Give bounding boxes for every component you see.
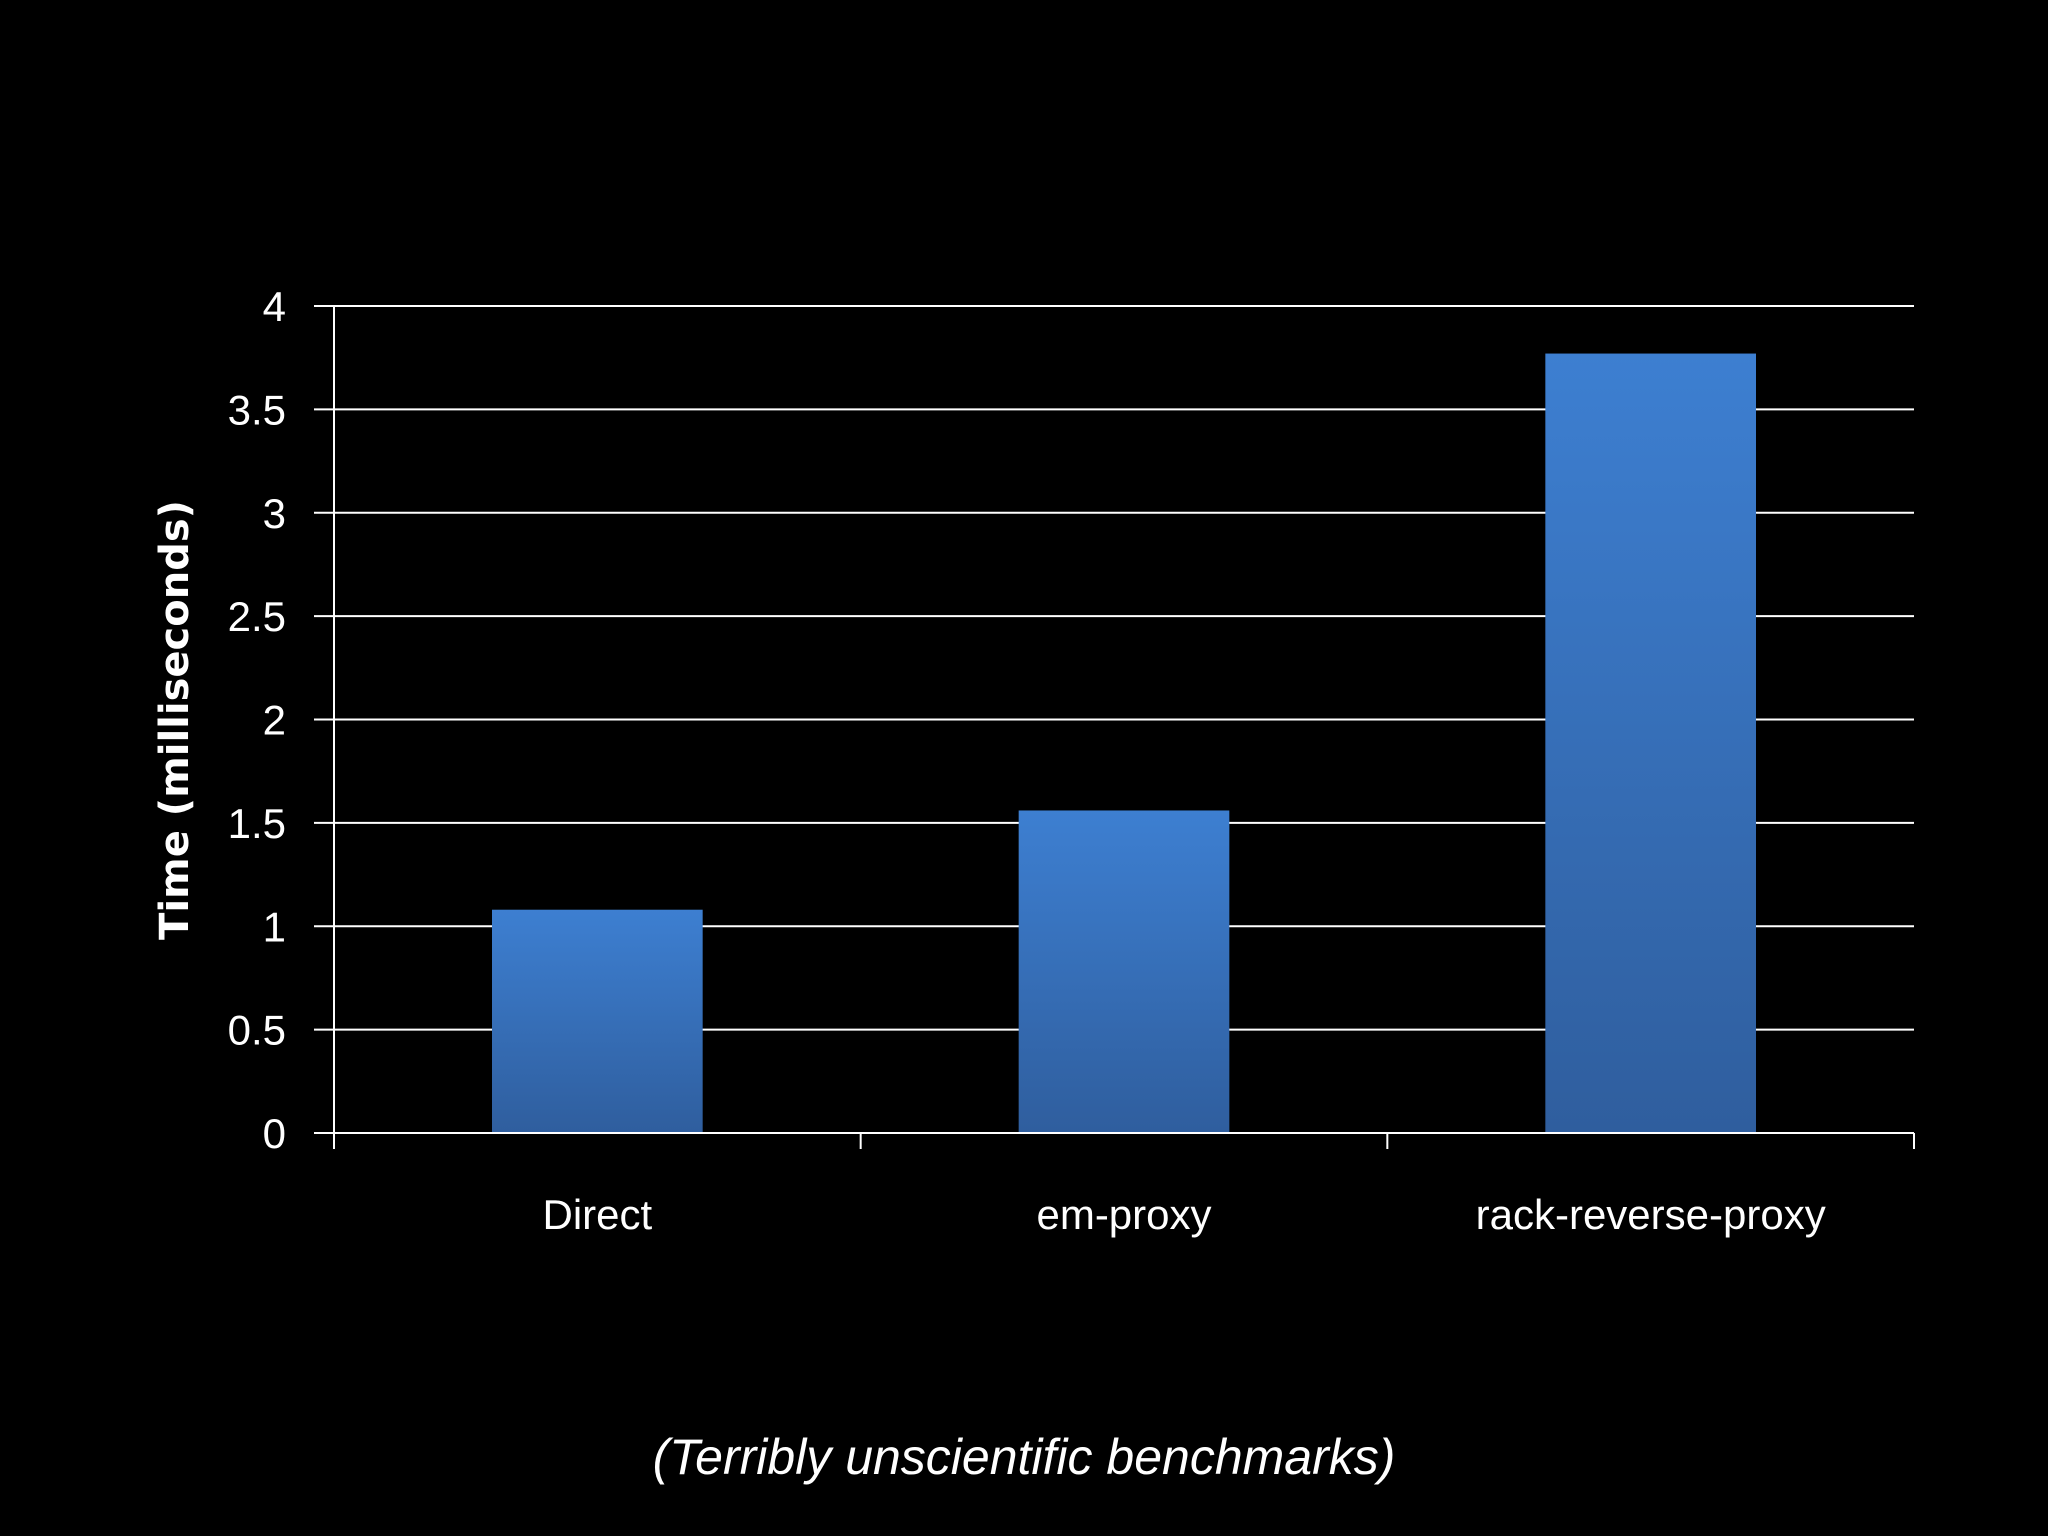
y-tick-label: 4 xyxy=(263,283,286,330)
bars xyxy=(492,353,1756,1133)
x-tick-label: Direct xyxy=(542,1191,652,1238)
x-tick-label: rack-reverse-proxy xyxy=(1476,1191,1826,1238)
y-tick-label: 3.5 xyxy=(228,386,286,433)
y-tick-label: 2.5 xyxy=(228,593,286,640)
x-tick-labels: Direct em-proxy rack-reverse-proxy xyxy=(542,1191,1825,1238)
caption: (Terribly unscientific benchmarks) xyxy=(652,1429,1396,1485)
y-tick-label: 3 xyxy=(263,490,286,537)
y-tick-labels: 0 0.5 1 1.5 2 2.5 3 3.5 4 xyxy=(228,283,286,1157)
y-tick-label: 1 xyxy=(263,903,286,950)
y-tick-label: 0.5 xyxy=(228,1007,286,1054)
bar-em-proxy xyxy=(1018,810,1230,1133)
bar-direct xyxy=(492,909,703,1133)
bar-rack-reverse-proxy xyxy=(1545,353,1756,1133)
y-tick-label: 0 xyxy=(263,1110,286,1157)
axes xyxy=(314,306,1915,1149)
y-axis-title: Time (milliseconds) xyxy=(152,500,198,940)
x-tick-label: em-proxy xyxy=(1036,1191,1211,1238)
y-tick-label: 1.5 xyxy=(228,800,286,847)
y-tick-label: 2 xyxy=(263,697,286,744)
